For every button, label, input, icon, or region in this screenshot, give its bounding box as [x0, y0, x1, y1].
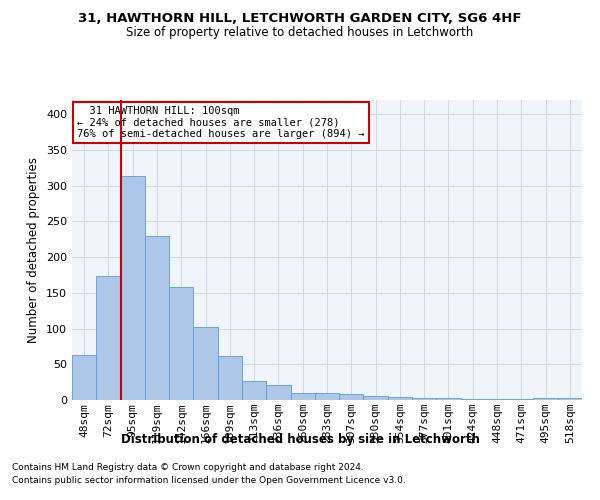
Bar: [72, 355, 96, 400]
Bar: [266, 385, 290, 400]
Text: Contains HM Land Registry data © Crown copyright and database right 2024.: Contains HM Land Registry data © Crown c…: [12, 464, 364, 472]
Bar: [96, 276, 121, 400]
Bar: [315, 393, 339, 400]
Bar: [290, 393, 315, 400]
Bar: [145, 236, 169, 400]
Text: Distribution of detached houses by size in Letchworth: Distribution of detached houses by size …: [121, 432, 479, 446]
Bar: [364, 396, 388, 400]
Bar: [242, 380, 266, 400]
Bar: [388, 397, 412, 400]
Bar: [436, 398, 461, 400]
Bar: [169, 287, 193, 400]
Text: 31, HAWTHORN HILL, LETCHWORTH GARDEN CITY, SG6 4HF: 31, HAWTHORN HILL, LETCHWORTH GARDEN CIT…: [78, 12, 522, 26]
Bar: [558, 398, 582, 400]
Bar: [339, 394, 364, 400]
Text: 31 HAWTHORN HILL: 100sqm
← 24% of detached houses are smaller (278)
76% of semi-: 31 HAWTHORN HILL: 100sqm ← 24% of detach…: [77, 106, 365, 139]
Bar: [533, 398, 558, 400]
Text: Size of property relative to detached houses in Letchworth: Size of property relative to detached ho…: [127, 26, 473, 39]
Bar: [193, 327, 218, 400]
Y-axis label: Number of detached properties: Number of detached properties: [28, 157, 40, 343]
Text: Contains public sector information licensed under the Open Government Licence v3: Contains public sector information licen…: [12, 476, 406, 485]
Bar: [121, 176, 145, 400]
Bar: [412, 398, 436, 400]
Bar: [461, 398, 485, 400]
Bar: [218, 356, 242, 400]
